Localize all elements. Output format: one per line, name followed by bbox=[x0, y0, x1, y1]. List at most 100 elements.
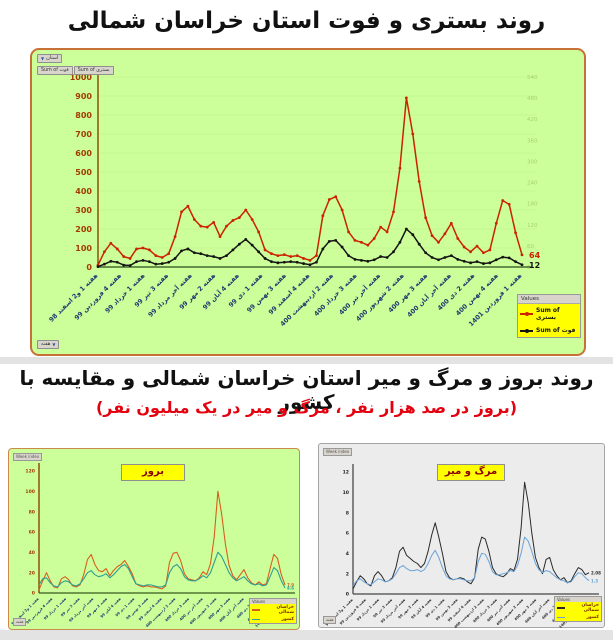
svg-text:120: 120 bbox=[527, 223, 538, 229]
svg-text:هفته 3 خرداد 400: هفته 3 خرداد 400 bbox=[164, 597, 190, 623]
svg-text:700: 700 bbox=[75, 130, 92, 139]
svg-text:1000: 1000 bbox=[70, 73, 93, 82]
svg-text:1.3: 1.3 bbox=[591, 578, 598, 583]
incidence-title: بروز bbox=[121, 464, 185, 481]
main-chart-canvas: 0 100 200 300 400 500 600 700 800 900 1000 0 60 120 18… bbox=[47, 69, 541, 328]
svg-text:4: 4 bbox=[346, 551, 349, 557]
province-line-swatch bbox=[252, 609, 260, 611]
incidence-week-button[interactable]: هفته bbox=[13, 618, 27, 626]
svg-text:0: 0 bbox=[32, 591, 35, 597]
legend-label: کشور bbox=[281, 617, 294, 622]
legend-header: Values bbox=[250, 599, 296, 604]
svg-text:540: 540 bbox=[527, 75, 538, 81]
country-line-swatch bbox=[252, 618, 260, 621]
svg-text:0: 0 bbox=[527, 265, 531, 271]
section-title: روند بروز و مرگ و میر استان خراسان شمالی… bbox=[19, 366, 594, 414]
svg-text:هفته آخر تیر 400: هفته آخر تیر 400 bbox=[178, 596, 204, 622]
hospitalized-line-swatch bbox=[520, 312, 533, 316]
svg-text:هفته 4 اسفند 99: هفته 4 اسفند 99 bbox=[447, 598, 472, 623]
svg-text:80: 80 bbox=[29, 509, 35, 515]
svg-text:0: 0 bbox=[86, 263, 92, 272]
svg-text:100: 100 bbox=[25, 489, 35, 495]
svg-text:هفته آخر تیر 400: هفته آخر تیر 400 bbox=[337, 271, 383, 317]
legend-header: Values bbox=[518, 295, 580, 304]
svg-text:12: 12 bbox=[529, 261, 540, 270]
pivot-button-deaths[interactable]: Sum of فوت bbox=[37, 66, 73, 75]
legend-label: خراسان شمالی bbox=[581, 603, 599, 613]
legend-item-deaths: Sum of فوت bbox=[518, 324, 580, 337]
svg-text:100: 100 bbox=[75, 244, 92, 253]
svg-text:800: 800 bbox=[75, 111, 92, 120]
legend-item-province: خراسان شمالی bbox=[555, 602, 601, 614]
province-line-swatch bbox=[557, 607, 565, 609]
svg-text:480: 480 bbox=[527, 96, 538, 102]
svg-text:60: 60 bbox=[527, 244, 534, 250]
svg-text:هفته 3 خرداد 400: هفته 3 خرداد 400 bbox=[312, 271, 359, 318]
incidence-field-button[interactable]: Week index bbox=[13, 453, 43, 461]
svg-text:300: 300 bbox=[75, 206, 92, 215]
mortality-title: مرگ و میر bbox=[437, 464, 505, 481]
mortality-field-button[interactable]: Week index bbox=[323, 448, 353, 456]
bottom-divider bbox=[0, 630, 613, 640]
section-divider bbox=[0, 357, 613, 364]
legend-label: Sum of فوت bbox=[536, 327, 576, 334]
svg-text:64: 64 bbox=[529, 251, 541, 260]
svg-text:هفته 4 بهمن 400: هفته 4 بهمن 400 bbox=[454, 271, 500, 317]
mortality-legend: Values خراسان شمالی کشور bbox=[554, 596, 602, 622]
svg-text:300: 300 bbox=[527, 159, 538, 165]
legend-header: Values bbox=[555, 597, 601, 602]
svg-text:هفته آخر مرداد 99: هفته آخر مرداد 99 bbox=[379, 597, 406, 624]
svg-text:180: 180 bbox=[527, 202, 538, 208]
svg-text:40: 40 bbox=[29, 550, 35, 556]
week-field-label: هفته bbox=[41, 341, 51, 347]
filter-funnel-icon: ▼ bbox=[41, 56, 45, 61]
section-subtitle: (بروز در صد هزار نفر ، مرگ و میر در یک م… bbox=[95, 398, 518, 417]
svg-text:هفته آخر مرداد 99: هفته آخر مرداد 99 bbox=[68, 596, 95, 623]
main-chart: 0 100 200 300 400 500 600 700 800 900 1000 0 60 120 18… bbox=[30, 48, 586, 356]
svg-text:900: 900 bbox=[75, 92, 92, 101]
svg-text:10: 10 bbox=[343, 490, 349, 496]
svg-text:7.9: 7.9 bbox=[287, 582, 294, 587]
deaths-line-swatch bbox=[520, 328, 533, 333]
svg-text:60: 60 bbox=[29, 530, 35, 536]
svg-text:هفته آخر آبان 400: هفته آخر آبان 400 bbox=[405, 271, 453, 319]
country-line-swatch bbox=[557, 616, 565, 619]
svg-text:120: 120 bbox=[25, 469, 35, 475]
svg-text:0: 0 bbox=[346, 592, 349, 598]
pivot-value-buttons: Sum of فوت Sum of بستری bbox=[37, 66, 114, 75]
pivot-button-hospitalized[interactable]: Sum of بستری bbox=[73, 66, 114, 75]
week-field-button[interactable]: هفته ▼ bbox=[37, 340, 60, 349]
svg-text:هفته آخر آبان 400: هفته آخر آبان 400 bbox=[523, 597, 550, 624]
svg-text:2.08: 2.08 bbox=[591, 570, 601, 575]
svg-text:هفته آخر مرداد 99: هفته آخر مرداد 99 bbox=[146, 271, 194, 319]
svg-text:12: 12 bbox=[343, 470, 349, 476]
legend-label: خراسان شمالی bbox=[276, 605, 294, 615]
chevron-down-icon: ▼ bbox=[52, 342, 56, 347]
svg-text:هفته آخر تیر 400: هفته آخر تیر 400 bbox=[486, 597, 512, 623]
svg-text:600: 600 bbox=[75, 149, 92, 158]
legend-item-hospitalized: Sum of بستری bbox=[518, 304, 580, 324]
pivot-filter-label: استان bbox=[46, 55, 59, 61]
svg-text:2: 2 bbox=[346, 571, 349, 577]
svg-text:20: 20 bbox=[29, 570, 35, 576]
mortality-week-button[interactable]: هفته bbox=[323, 616, 337, 624]
svg-text:500: 500 bbox=[75, 168, 92, 177]
svg-text:240: 240 bbox=[527, 181, 538, 187]
svg-text:8: 8 bbox=[346, 510, 349, 516]
legend-item-country: کشور bbox=[555, 614, 601, 621]
svg-text:هفته 4 اسفند 99: هفته 4 اسفند 99 bbox=[267, 271, 312, 316]
legend-item-province: خراسان شمالی bbox=[250, 604, 296, 616]
page-title: روند بستری و فوت استان خراسان شمالی bbox=[67, 8, 546, 34]
svg-text:هفته آخر آبان 400: هفته آخر آبان 400 bbox=[218, 596, 245, 623]
incidence-legend: Values خراسان شمالی کشور bbox=[249, 598, 297, 624]
pivot-filter-button[interactable]: ▼ استان bbox=[37, 54, 63, 63]
legend-label: Sum of بستری bbox=[536, 307, 560, 321]
svg-text:400: 400 bbox=[75, 187, 92, 196]
svg-text:6: 6 bbox=[346, 531, 349, 537]
legend-label: کشور bbox=[586, 615, 599, 620]
svg-text:4.6: 4.6 bbox=[287, 586, 294, 591]
main-legend: Values Sum of بستری Sum of فوت bbox=[517, 294, 581, 338]
